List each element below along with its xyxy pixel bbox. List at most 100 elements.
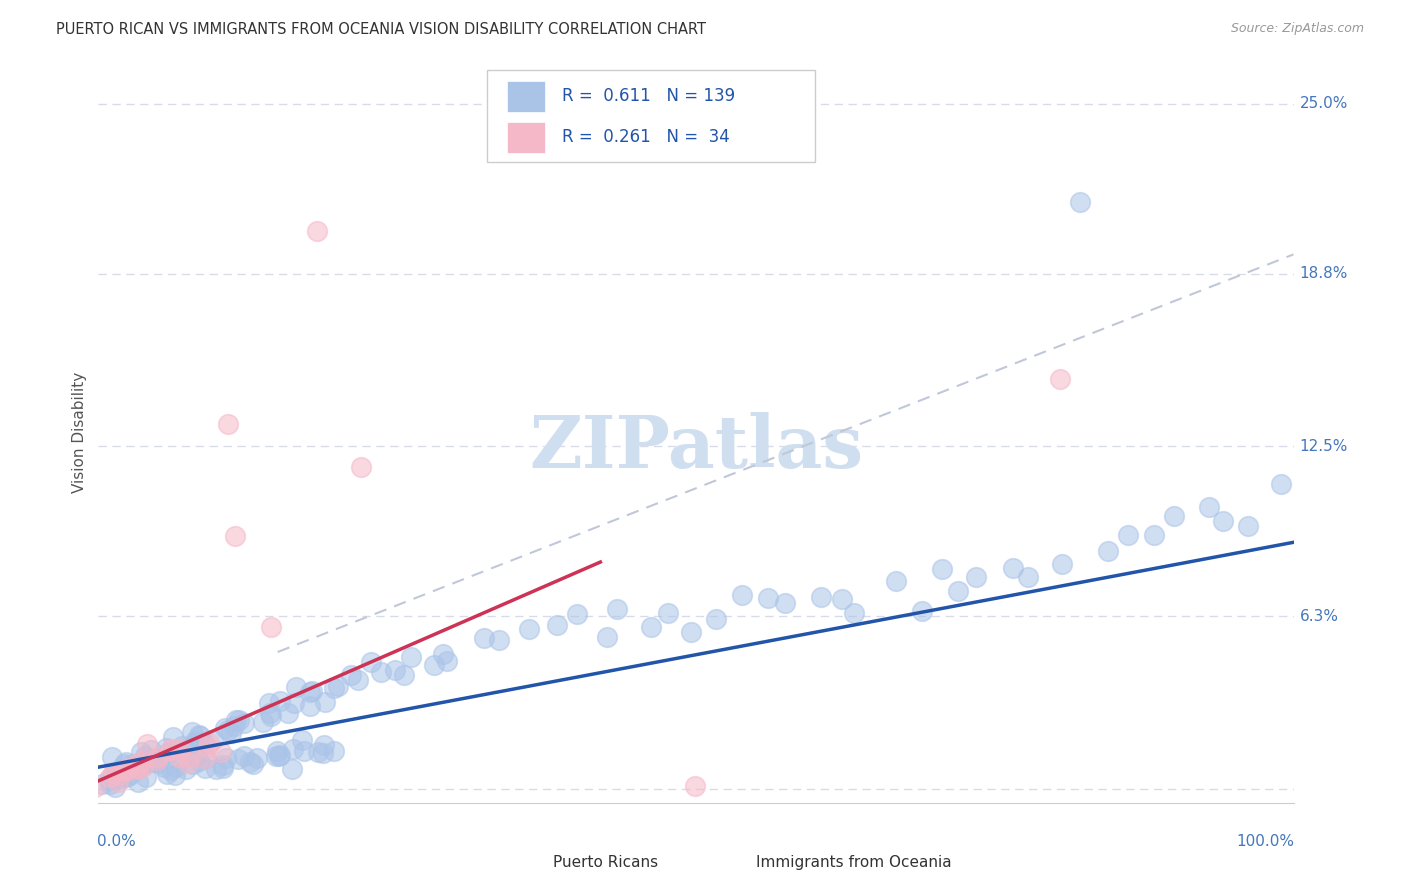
Text: ZIPatlas: ZIPatlas: [529, 412, 863, 483]
Point: [204, 762, 226, 776]
Point: [127, 774, 149, 789]
Text: 6.3%: 6.3%: [1299, 609, 1339, 624]
Point: [107, 775, 129, 789]
Bar: [508, 121, 546, 153]
Point: [1017, 569, 1039, 583]
Point: [756, 591, 779, 606]
Point: [679, 625, 702, 640]
Point: [134, 748, 156, 763]
Point: [132, 757, 155, 772]
Point: [226, 752, 249, 766]
Point: [1097, 543, 1119, 558]
Point: [146, 753, 169, 767]
Point: [132, 759, 155, 773]
Point: [209, 745, 232, 759]
Point: [83, 780, 105, 794]
Point: [346, 673, 368, 688]
Point: [222, 719, 245, 733]
Point: [159, 742, 181, 756]
Point: [117, 769, 139, 783]
Point: [831, 592, 853, 607]
Point: [173, 744, 195, 758]
Point: [436, 654, 458, 668]
Point: [212, 758, 235, 772]
Point: [157, 747, 180, 761]
Point: [931, 562, 953, 576]
Point: [146, 750, 169, 764]
Bar: [508, 81, 546, 112]
Point: [1163, 509, 1185, 524]
Point: [285, 681, 308, 695]
Point: [264, 748, 287, 763]
Point: [242, 757, 264, 772]
Point: [299, 684, 322, 698]
Point: [184, 736, 207, 750]
Point: [183, 733, 205, 747]
Point: [169, 742, 191, 756]
Point: [186, 749, 208, 764]
Point: [267, 748, 290, 763]
Point: [596, 630, 619, 644]
Point: [842, 607, 865, 621]
Point: [115, 770, 138, 784]
Point: [136, 737, 159, 751]
Point: [187, 754, 209, 768]
Point: [224, 529, 246, 543]
Point: [360, 655, 382, 669]
Point: [252, 714, 274, 729]
Point: [172, 739, 194, 753]
Text: Source: ZipAtlas.com: Source: ZipAtlas.com: [1230, 22, 1364, 36]
Text: 0.0%: 0.0%: [97, 834, 136, 849]
Point: [197, 736, 219, 750]
Point: [1069, 195, 1091, 210]
Point: [432, 647, 454, 661]
Point: [259, 706, 281, 720]
Point: [277, 706, 299, 720]
Point: [115, 762, 138, 776]
Point: [1050, 557, 1073, 571]
Point: [606, 602, 628, 616]
Text: R =  0.611   N = 139: R = 0.611 N = 139: [562, 87, 735, 105]
Point: [266, 743, 288, 757]
Point: [314, 695, 336, 709]
Point: [1049, 372, 1071, 386]
Point: [399, 649, 422, 664]
Point: [370, 665, 392, 679]
Point: [314, 738, 336, 752]
Point: [219, 726, 242, 740]
Text: 12.5%: 12.5%: [1299, 439, 1348, 454]
Point: [180, 725, 202, 739]
Point: [142, 756, 165, 770]
Point: [326, 679, 349, 693]
Point: [129, 756, 152, 770]
Bar: [714, 849, 749, 875]
Point: [98, 771, 121, 785]
Point: [193, 736, 215, 750]
Point: [105, 766, 128, 780]
Point: [139, 743, 162, 757]
Point: [121, 757, 143, 772]
Point: [187, 728, 209, 742]
Point: [269, 748, 291, 763]
Point: [135, 754, 157, 768]
Point: [179, 750, 201, 764]
Point: [215, 751, 238, 765]
Point: [176, 762, 198, 776]
Point: [1270, 476, 1292, 491]
Point: [104, 780, 127, 794]
Point: [146, 756, 169, 770]
Point: [190, 729, 212, 743]
Point: [260, 620, 283, 634]
Point: [291, 733, 314, 747]
FancyBboxPatch shape: [486, 70, 815, 162]
Text: Puerto Ricans: Puerto Ricans: [553, 855, 658, 870]
Point: [773, 596, 796, 610]
Point: [131, 754, 153, 768]
Point: [884, 574, 907, 588]
Point: [546, 618, 568, 632]
Point: [127, 756, 149, 770]
Y-axis label: Vision Disability: Vision Disability: [72, 372, 87, 493]
Point: [257, 697, 280, 711]
Point: [472, 632, 495, 646]
Point: [156, 767, 179, 781]
